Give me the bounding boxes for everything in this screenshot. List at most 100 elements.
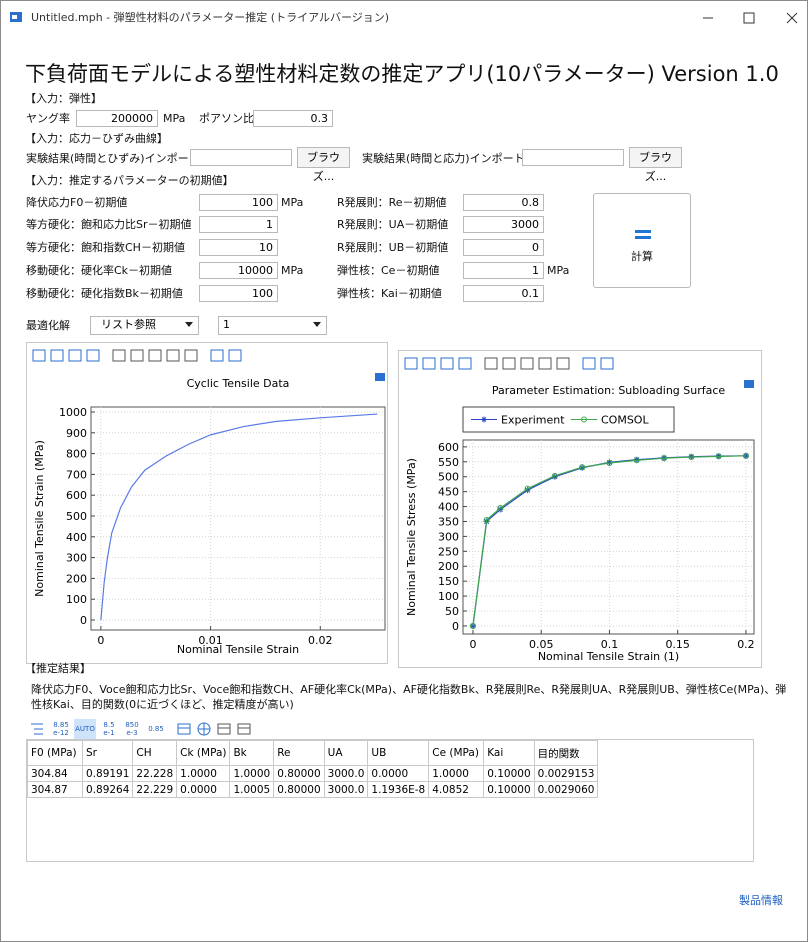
input[interactable]: 1	[463, 262, 544, 279]
tool-icon[interactable]	[112, 349, 126, 362]
format-label: AUTO	[75, 725, 95, 733]
input[interactable]	[522, 149, 624, 166]
marker	[524, 485, 531, 492]
tool-icon[interactable]	[130, 349, 144, 362]
icon[interactable]	[216, 721, 232, 737]
cell: 0.0029153	[533, 765, 599, 782]
unit: MPa	[163, 112, 186, 125]
tool-icon[interactable]	[458, 357, 472, 370]
app-icon	[10, 12, 22, 22]
input[interactable]: 1	[199, 216, 278, 233]
description: 降伏応力F0、Voce飽和応力比Sr、Voce飽和指数CH、AF硬化率Ck(MP…	[31, 683, 787, 711]
input[interactable]: 100	[199, 285, 278, 302]
tool-icon[interactable]	[148, 349, 162, 362]
tool-icon[interactable]	[166, 349, 180, 362]
tool-icon[interactable]	[404, 357, 418, 370]
table-area: F0 (MPa) Sr CH Ck (MPa) Bk Re UA UB Ce (MPa) Kai 目…	[26, 739, 754, 862]
legend-box	[462, 406, 675, 433]
cell: 304.87	[27, 781, 83, 798]
tool-icon[interactable]	[228, 349, 242, 362]
icon[interactable]	[196, 721, 212, 737]
table-row: 304.87 0.89264 22.229 0.0000 1.0005 0.80000 30…	[27, 781, 599, 798]
marker	[551, 473, 558, 480]
column-header: Kai	[483, 740, 535, 766]
input[interactable]	[190, 149, 292, 166]
tool-icon[interactable]	[600, 357, 614, 370]
cell: 3000.0	[323, 781, 369, 798]
label: 等方硬化：飽和指数CH－初期値	[26, 241, 185, 254]
chart-title: Cyclic Tensile Data	[187, 377, 290, 390]
tool-icon[interactable]	[50, 349, 64, 362]
icon[interactable]	[29, 721, 45, 737]
dropdown[interactable]: 1	[218, 316, 327, 335]
tool-icon[interactable]	[32, 349, 46, 362]
tool-icon[interactable]	[86, 349, 100, 362]
header-row: F0 (MPa) Sr CH Ck (MPa) Bk Re UA UB Ce (MPa) Kai 目…	[27, 740, 599, 766]
cell: 1.0000	[176, 765, 231, 782]
x-tick-label: 0.02	[308, 634, 333, 647]
tool-icon[interactable]	[502, 357, 516, 370]
compute-button[interactable]: 計算	[593, 193, 691, 288]
tool-icon[interactable]	[184, 349, 198, 362]
input[interactable]: 0.3	[253, 110, 333, 127]
y-tick-label: 50	[445, 605, 459, 618]
format-button[interactable]: 8.5 e-1	[99, 719, 119, 739]
format-button[interactable]: 0.85	[145, 719, 167, 739]
y-tick-label: 300	[438, 530, 459, 543]
tool-icon[interactable]	[440, 357, 454, 370]
format-button[interactable]: 850 e-3	[122, 719, 142, 739]
y-tick-label: 500	[438, 471, 459, 484]
button[interactable]: ブラウズ...	[297, 147, 350, 183]
y-tick-label: 100	[66, 593, 87, 606]
input[interactable]: 100	[199, 194, 278, 211]
label: ポアソン比	[199, 112, 254, 125]
y-tick-label: 600	[438, 441, 459, 454]
y-tick-label: 150	[438, 575, 459, 588]
cell: 1.0005	[229, 781, 275, 798]
tool-icon[interactable]	[520, 357, 534, 370]
product-info-link[interactable]: 製品情報	[739, 894, 783, 907]
data-line	[472, 455, 746, 627]
x-tick-label: 0	[469, 638, 476, 651]
tool-icon[interactable]	[422, 357, 436, 370]
icon[interactable]	[176, 721, 192, 737]
tool-icon[interactable]	[210, 349, 224, 362]
button[interactable]: ブラウズ...	[629, 147, 682, 183]
legend-marker	[481, 416, 487, 423]
plot-panel: 0 50 100 150 200 250 300 350 400 450 500 550 600 0 0.0…	[398, 350, 762, 668]
marker	[483, 516, 490, 523]
window-controls[interactable]	[691, 5, 806, 31]
format-button[interactable]: 8.85 e-12	[51, 719, 71, 739]
format-label: 850	[125, 721, 139, 729]
dropdown-arrow	[313, 322, 321, 327]
input[interactable]: 3000	[463, 216, 544, 233]
label: 最適化解	[26, 319, 70, 332]
dropdown[interactable]: リスト参照	[90, 316, 199, 335]
cell: 0.0000	[176, 781, 231, 798]
legend-label: Experiment	[501, 414, 565, 427]
cell: 0.0029060	[533, 781, 599, 798]
label: R発展則：UB－初期値	[337, 241, 449, 254]
input[interactable]: 0.1	[463, 285, 544, 302]
input[interactable]: 0.8	[463, 194, 544, 211]
input[interactable]: 0	[463, 239, 544, 256]
input[interactable]: 10	[199, 239, 278, 256]
format-button[interactable]: AUTO	[74, 719, 96, 739]
icon[interactable]	[236, 721, 252, 737]
input[interactable]: 200000	[76, 110, 158, 127]
cell: 1.0000	[428, 765, 485, 782]
plot-panel: 0 100 200 300 400 500 600 700 800 900 1000 0 0.01 0.0…	[26, 342, 388, 664]
x-axis-label: Nominal Tensile Strain (1)	[538, 650, 679, 663]
tool-icon[interactable]	[538, 357, 552, 370]
legend-marker	[581, 416, 587, 423]
x-tick-label: 0.2	[737, 638, 755, 651]
input[interactable]: 10000	[199, 262, 278, 279]
label: 等方硬化：飽和応力比Sr－初期値	[26, 218, 192, 231]
tool-icon[interactable]	[484, 357, 498, 370]
tool-icon[interactable]	[68, 349, 82, 362]
format-label: e-1	[103, 729, 115, 737]
tool-icon[interactable]	[556, 357, 570, 370]
results-table: F0 (MPa) Sr CH Ck (MPa) Bk Re UA UB Ce (MPa) Kai 目…	[27, 740, 599, 798]
tool-icon[interactable]	[582, 357, 596, 370]
label: 移動硬化：硬化率Ck－初期値	[26, 264, 173, 277]
